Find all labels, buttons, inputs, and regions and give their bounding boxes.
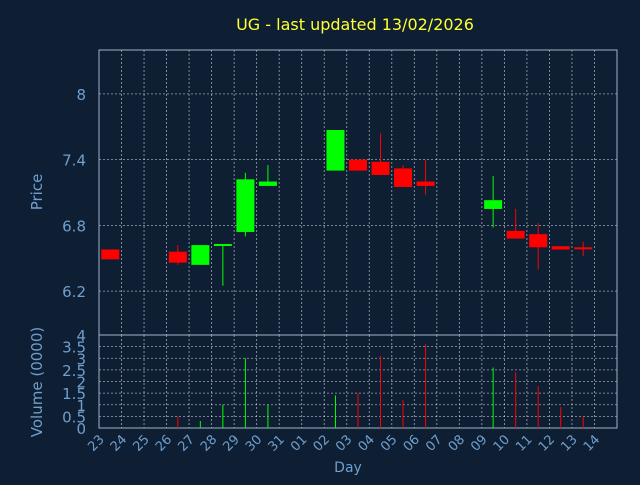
price-y-tick-label: 7.4 [62,152,86,170]
candle-27 [191,245,210,265]
x-tick-label: 09 [468,432,490,454]
candle-29 [236,172,255,237]
volume-y-tick-label: 3.5 [62,339,86,357]
candle-body [326,130,345,171]
x-tick-label: 05 [378,432,400,454]
candle-09 [484,176,503,228]
candle-body [236,179,255,232]
x-tick-label: 04 [356,432,378,454]
candle-23 [101,249,120,260]
volume-y-tick-label: 0.5 [62,408,86,426]
candle-26 [168,245,187,265]
price-y-tick-label: 8 [76,86,86,104]
x-tick-label: 31 [266,432,288,454]
x-tick-label: 02 [311,432,333,454]
x-ticks: 23 24 25 26 27 28 29 30 31 01 02 03 04 05 06 07 08 09 10 11… [85,432,603,454]
candle-02 [326,130,345,171]
price-y-ticks: 8 7.4 6.8 6.2 [62,86,86,301]
volume-y-tick-label: 2.5 [62,362,86,380]
volume-y-tick-label: 1 [76,397,86,415]
candle-06 [416,159,435,195]
volume-axis-label: Volume (0000) [28,327,46,437]
x-tick-label: 10 [491,432,513,454]
candle-11 [529,223,548,270]
volume-y-tick-label: 1.5 [62,385,86,403]
price-grid [99,50,618,335]
candle-05 [394,165,413,188]
candle-03 [349,159,367,171]
x-tick-label: 27 [175,432,197,454]
candle-body [349,159,367,171]
candle-30 [258,165,277,186]
volume-y-tick-label: 2 [76,374,86,392]
candle-13 [574,241,593,257]
x-tick-label: 25 [130,432,152,454]
x-tick-label: 30 [243,432,265,454]
x-axis-label: Day [334,460,362,476]
candle-body [168,251,187,263]
volume-grid [99,334,618,429]
chart-title: UG - last updated 13/02/2026 [236,15,474,34]
candle-body [506,230,525,239]
candle-body [258,181,277,186]
candle-body [551,246,570,250]
volume-y-tick-label: 4 [76,327,86,345]
x-tick-label: 01 [288,432,310,454]
x-tick-label: 24 [108,432,130,454]
x-tick-label: 08 [446,432,468,454]
x-tick-label: 29 [221,432,243,454]
candle-body [574,247,593,250]
candle-10 [506,208,525,239]
volume-y-tick-label: 0 [76,420,86,438]
candle-body [416,181,435,186]
candle-body [484,200,503,209]
price-y-tick-label: 6.2 [62,283,86,301]
candle-body [394,168,413,188]
candle-body [101,249,120,260]
price-plot-frame [98,49,618,336]
candle-body [213,244,232,247]
price-y-tick-label: 6.8 [62,217,86,235]
x-tick-label: 12 [536,432,558,454]
x-tick-label: 28 [198,432,220,454]
x-tick-label: 13 [558,432,580,454]
candle-12 [551,246,570,250]
candle-04 [371,133,390,175]
x-tick-label: 07 [423,432,445,454]
candle-body [191,245,210,265]
candle-28 [213,244,232,286]
candles [101,130,593,286]
x-tick-label: 23 [85,432,107,454]
x-tick-label: 06 [401,432,423,454]
x-tick-label: 11 [513,432,535,454]
volume-bars [177,344,584,428]
volume-y-ticks: 43.532.521.510.50 [62,327,86,438]
candle-body [371,161,390,175]
candle-body [529,234,548,248]
volume-y-tick-label: 3 [76,350,86,368]
x-tick-label: 26 [153,432,175,454]
x-tick-label: 14 [581,432,603,454]
x-tick-label: 03 [333,432,355,454]
price-axis-label: Price [28,174,46,211]
